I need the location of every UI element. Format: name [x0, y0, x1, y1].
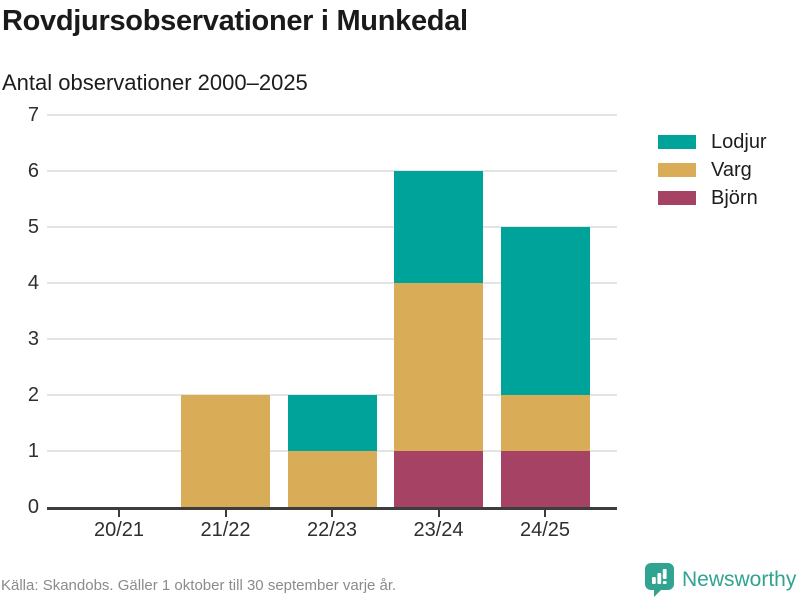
newsworthy-wordmark: Newsworthy: [682, 567, 797, 591]
speech-bubble-bar-chart-exclamation-icon: [645, 563, 674, 597]
gridline: [47, 338, 617, 340]
newsworthy-logo[interactable]: Newsworthy: [644, 562, 796, 597]
y-axis-tick-label: 7: [27, 104, 39, 126]
legend-label: Varg: [711, 158, 752, 181]
x-axis-tick: [118, 510, 120, 517]
y-axis-tick-label: 6: [27, 160, 39, 182]
bar-segment-varg-23-24: [394, 283, 483, 451]
legend-item-björn: Björn: [658, 186, 767, 209]
legend-label: Björn: [711, 186, 758, 209]
x-axis-tick-label: 20/21: [93, 519, 145, 541]
bar-segment-lodjur-23-24: [394, 171, 483, 283]
x-axis-tick: [437, 510, 440, 517]
bar-segment-varg-22-23: [287, 451, 377, 507]
chart-title: Rovdjursobservationer i Munkedal: [2, 5, 468, 37]
x-axis-line: [47, 507, 617, 510]
y-axis-tick-label: 1: [27, 440, 39, 462]
legend-swatch: [658, 135, 696, 149]
gridline: [47, 226, 617, 228]
legend-item-lodjur: Lodjur: [658, 130, 767, 153]
legend: Lodjur Varg Björn: [658, 130, 767, 216]
bar-segment-lodjur-24-25: [500, 227, 590, 395]
x-axis-tick: [544, 510, 546, 517]
x-axis-tick-label: 23/24: [413, 519, 464, 541]
x-axis-tick-label: 24/25: [519, 519, 571, 541]
y-axis-tick-label: 2: [27, 384, 39, 406]
y-axis-tick-label: 5: [27, 216, 39, 238]
legend-swatch: [658, 163, 696, 177]
x-axis-tick-label: 22/23: [306, 519, 358, 541]
bar-segment-björn-24-25: [500, 451, 590, 507]
legend-label: Lodjur: [711, 130, 767, 153]
bar-segment-lodjur-22-23: [287, 395, 377, 451]
legend-swatch: [658, 191, 696, 205]
legend-item-varg: Varg: [658, 158, 767, 181]
chart-subtitle: Antal observationer 2000–2025: [2, 70, 308, 95]
gridline: [47, 282, 617, 284]
bar-segment-björn-23-24: [394, 451, 483, 507]
bar-segment-varg-24-25: [500, 395, 590, 451]
source-note: Källa: Skandobs. Gäller 1 oktober till 3…: [1, 577, 397, 594]
bar-segment-varg-21-22: [181, 395, 270, 507]
gridline: [47, 114, 617, 116]
y-axis-tick-label: 4: [27, 272, 39, 294]
x-axis-tick: [224, 510, 227, 517]
x-axis-tick: [331, 510, 333, 517]
x-axis-tick-label: 21/22: [200, 519, 251, 541]
gridline: [47, 170, 617, 172]
y-axis-tick-label: 0: [27, 496, 39, 518]
plot-area: 0 1 2 3 4 5 6 7 20/21 21/22 22/23 23/24 24/25: [28, 104, 617, 541]
y-axis-tick-label: 3: [27, 328, 39, 350]
